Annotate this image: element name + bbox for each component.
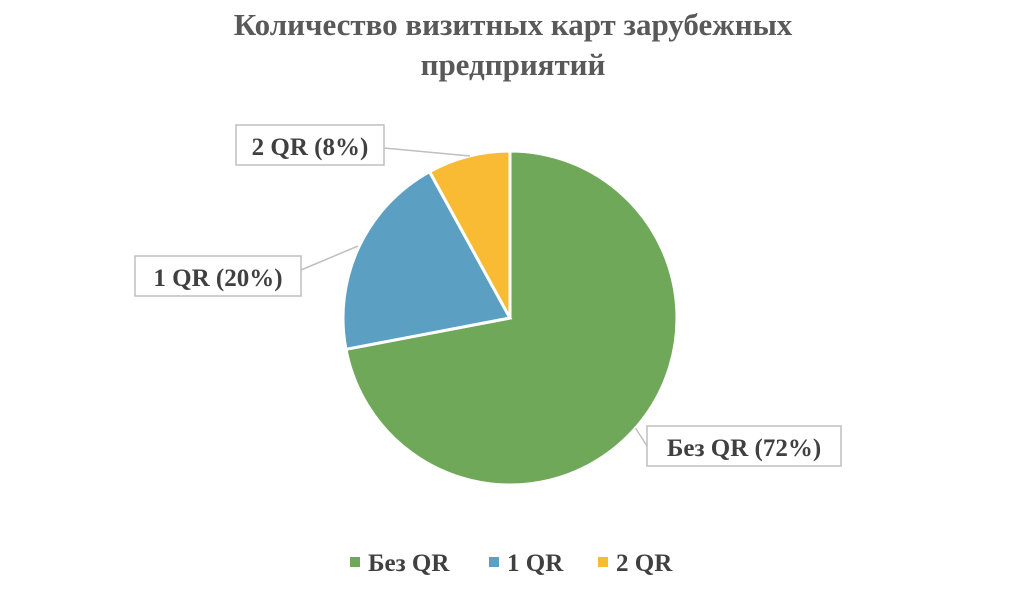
- data-label-2qr-text: 2 QR (8%): [252, 134, 369, 161]
- legend-label-2qr: 2 QR: [616, 550, 673, 577]
- leader-line-bez-qr: [634, 427, 648, 447]
- data-label-bez-qr: Без QR (72%): [646, 425, 842, 467]
- legend-swatch-1qr: [489, 557, 499, 567]
- data-label-1qr-text: 1 QR (20%): [153, 265, 282, 292]
- data-label-bez-qr-text: Без QR (72%): [667, 435, 821, 462]
- chart-title-line-2: предприятий: [421, 47, 606, 82]
- pie-slices: [341, 149, 679, 487]
- legend-swatch-bez-qr: [350, 557, 360, 567]
- data-label-1qr: 1 QR (20%): [134, 255, 302, 297]
- legend: Без QR 1 QR 2 QR: [350, 550, 673, 577]
- leader-line-1qr: [300, 245, 359, 271]
- chart-title-line-1: Количество визитных карт зарубежных: [234, 7, 793, 42]
- legend-label-bez-qr: Без QR: [368, 550, 450, 577]
- leader-lines: [300, 147, 648, 447]
- data-label-2qr: 2 QR (8%): [235, 124, 385, 166]
- pie-slice-1qr: [341, 169, 513, 352]
- leader-line-2qr: [383, 147, 471, 157]
- legend-swatch-2qr: [598, 557, 608, 567]
- legend-label-1qr: 1 QR: [507, 550, 564, 577]
